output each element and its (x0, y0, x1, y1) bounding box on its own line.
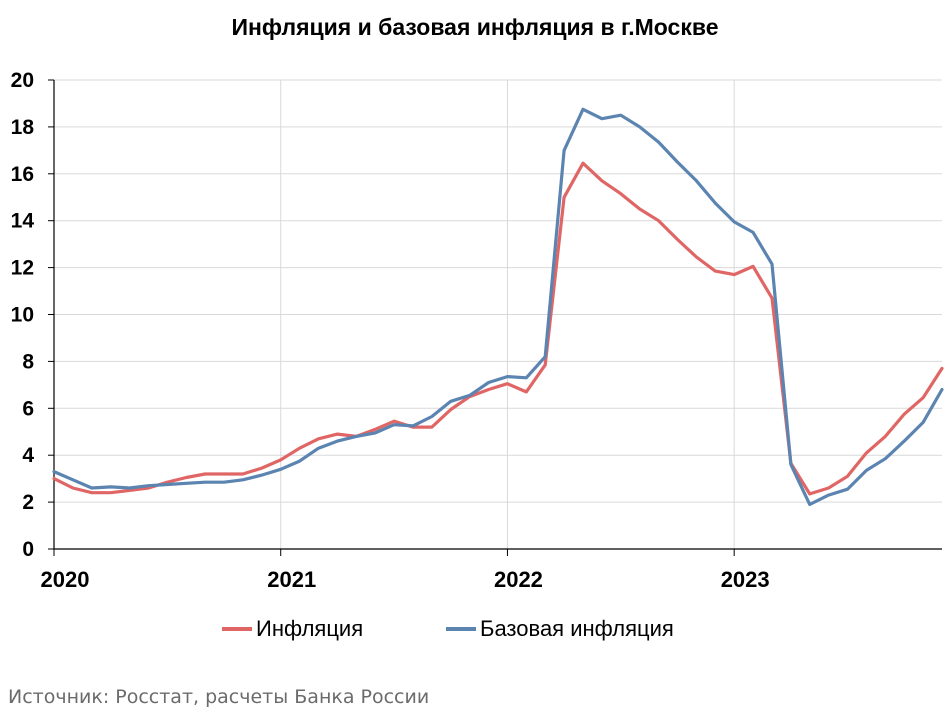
legend-item-inflation: Инфляция (222, 616, 363, 642)
y-tick-label: 20 (11, 69, 34, 92)
y-tick-label: 14 (11, 210, 35, 233)
y-tick-label: 18 (11, 116, 35, 139)
y-tick-label: 4 (22, 444, 34, 467)
y-tick-label: 16 (11, 163, 34, 186)
series-line-inflation (52, 161, 944, 496)
y-tick-label: 10 (11, 304, 34, 327)
source-note: Источник: Росстат, расчеты Банка России (8, 686, 430, 708)
x-tick-labels: 2020 2021 2022 2023 (41, 567, 770, 592)
legend-swatch-core (446, 627, 476, 631)
line-chart: 0 2 4 6 8 10 12 14 16 18 20 2020 2021 2022 2023 (11, 69, 944, 592)
y-tick-label: 12 (11, 257, 34, 280)
legend-label-inflation: Инфляция (256, 616, 364, 641)
y-tick-label: 2 (22, 491, 34, 514)
legend-label-core: Базовая инфляция (480, 616, 674, 641)
legend-item-core: Базовая инфляция (446, 616, 674, 642)
y-tick-labels: 0 2 4 6 8 10 12 14 16 18 20 (11, 69, 35, 561)
x-tick-label: 2023 (721, 567, 770, 592)
y-tick-label: 0 (22, 538, 34, 561)
chart-title: Инфляция и базовая инфляция в г.Москве (231, 14, 719, 40)
x-tick-label: 2020 (41, 567, 90, 592)
y-tick-label: 6 (22, 397, 34, 420)
series-lines (52, 107, 944, 506)
legend-swatch-inflation (222, 627, 252, 631)
x-tick-label: 2021 (267, 567, 316, 592)
series-line-core (52, 107, 944, 506)
y-tick-label: 8 (22, 350, 34, 373)
x-tick-label: 2022 (494, 567, 543, 592)
